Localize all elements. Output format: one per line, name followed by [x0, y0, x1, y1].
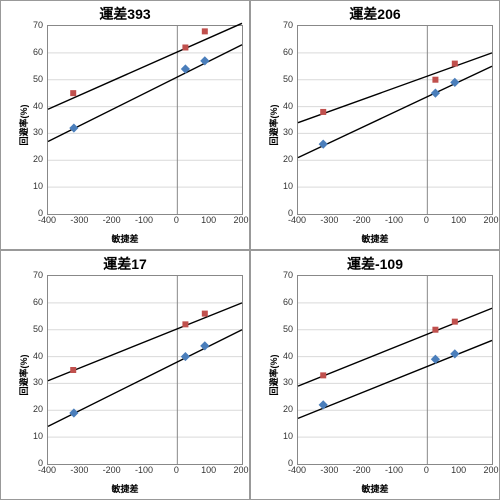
x-axis-label: 敏捷差 [1, 232, 249, 245]
y-tick-label: 60 [33, 47, 43, 57]
y-tick-label: 50 [283, 74, 293, 84]
y-tick-label: 50 [33, 74, 43, 84]
y-tick-label: 20 [33, 154, 43, 164]
y-tick-label: 0 [38, 208, 43, 218]
x-tick-label: -200 [103, 215, 121, 225]
y-axis-label: 回避率(%) [17, 105, 30, 146]
y-tick-label: 10 [283, 181, 293, 191]
x-tick-label: -200 [353, 215, 371, 225]
y-tick-label: 40 [283, 101, 293, 111]
x-tick-label: 0 [174, 215, 179, 225]
y-tick-label: 50 [283, 324, 293, 334]
y-tick-label: 0 [38, 458, 43, 468]
panel-1: 運差206 回避率(%) 敏捷差 -400-300-200-1000100200… [250, 0, 500, 250]
y-tick-label: 10 [33, 431, 43, 441]
y-tick-label: 10 [283, 431, 293, 441]
x-tick-label: -300 [320, 215, 338, 225]
x-tick-label: -100 [385, 465, 403, 475]
y-axis-label: 回避率(%) [267, 355, 280, 396]
x-axis-label: 敏捷差 [251, 232, 499, 245]
y-tick-label: 30 [33, 127, 43, 137]
x-tick-label: -300 [70, 215, 88, 225]
x-tick-label: 200 [233, 215, 248, 225]
x-tick-label: 100 [451, 215, 466, 225]
y-tick-label: 20 [33, 404, 43, 414]
y-tick-label: 40 [33, 101, 43, 111]
chart-grid: 運差393 回避率(%) 敏捷差 -400-300-200-1000100200… [0, 0, 500, 500]
x-tick-label: 100 [451, 465, 466, 475]
x-tick-label: -200 [103, 465, 121, 475]
x-tick-label: 100 [201, 465, 216, 475]
plot-area [47, 25, 243, 215]
y-tick-label: 50 [33, 324, 43, 334]
x-tick-label: -300 [320, 465, 338, 475]
x-tick-label: 200 [233, 465, 248, 475]
plot-area [297, 25, 493, 215]
y-tick-label: 70 [33, 20, 43, 30]
x-tick-label: 200 [483, 465, 498, 475]
x-tick-label: 100 [201, 215, 216, 225]
panel-0: 運差393 回避率(%) 敏捷差 -400-300-200-1000100200… [0, 0, 250, 250]
x-tick-label: -100 [385, 215, 403, 225]
x-tick-label: 0 [424, 215, 429, 225]
y-tick-label: 40 [283, 351, 293, 361]
y-tick-label: 70 [283, 270, 293, 280]
y-tick-label: 40 [33, 351, 43, 361]
y-tick-label: 30 [33, 377, 43, 387]
y-tick-label: 30 [283, 127, 293, 137]
y-tick-label: 60 [283, 47, 293, 57]
x-tick-label: 0 [174, 465, 179, 475]
plot-area [47, 275, 243, 465]
x-axis-label: 敏捷差 [251, 482, 499, 495]
x-tick-label: 0 [424, 465, 429, 475]
y-tick-label: 70 [283, 20, 293, 30]
y-tick-label: 20 [283, 154, 293, 164]
y-axis-label: 回避率(%) [17, 355, 30, 396]
x-axis-label: 敏捷差 [1, 482, 249, 495]
y-tick-label: 0 [288, 458, 293, 468]
x-tick-label: -100 [135, 215, 153, 225]
y-tick-label: 60 [33, 297, 43, 307]
x-tick-label: -200 [353, 465, 371, 475]
x-tick-label: -100 [135, 465, 153, 475]
panel-2: 運差17 回避率(%) 敏捷差 -400-300-200-10001002000… [0, 250, 250, 500]
y-tick-label: 20 [283, 404, 293, 414]
y-tick-label: 70 [33, 270, 43, 280]
y-tick-label: 10 [33, 181, 43, 191]
plot-area [297, 275, 493, 465]
x-tick-label: 200 [483, 215, 498, 225]
y-tick-label: 60 [283, 297, 293, 307]
y-axis-label: 回避率(%) [267, 105, 280, 146]
x-tick-label: -300 [70, 465, 88, 475]
y-tick-label: 0 [288, 208, 293, 218]
panel-3: 運差-109 回避率(%) 敏捷差 -400-300-200-100010020… [250, 250, 500, 500]
y-tick-label: 30 [283, 377, 293, 387]
